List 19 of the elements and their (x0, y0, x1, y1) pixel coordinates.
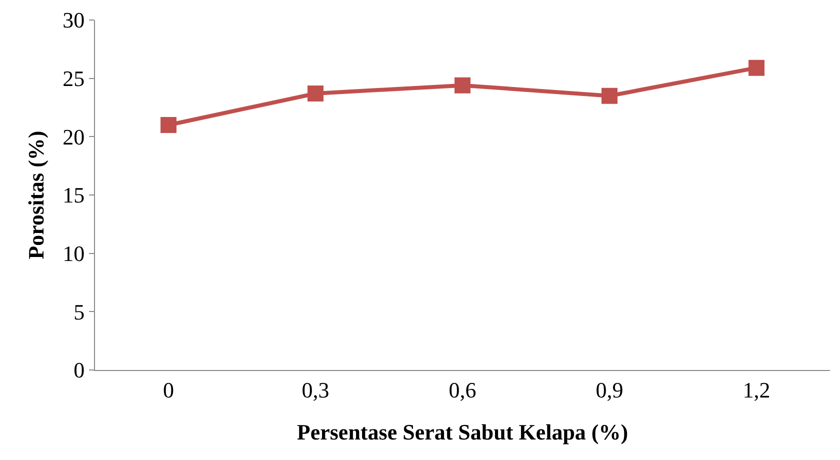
y-tick-label: 25 (62, 66, 85, 92)
point (454, 77, 470, 94)
point (308, 86, 324, 102)
point (748, 60, 764, 76)
y-tick-label: 30 (62, 8, 85, 33)
y-tick-label: 10 (62, 241, 85, 266)
x-tick-label: 0,3 (302, 377, 330, 402)
y-tick-label: 20 (62, 124, 85, 150)
y-axis-title: Porositas (%) (23, 130, 48, 260)
x-tick-label: 1,2 (742, 377, 770, 402)
x-axis-title: Persentase Serat Sabut Kelapa (%) (296, 419, 628, 444)
y-tick-label: 5 (74, 299, 85, 324)
x-tick-label: 0 (163, 377, 174, 402)
y-tick-label: 0 (74, 358, 85, 383)
y-tick-label: 15 (62, 182, 85, 208)
point (160, 117, 176, 133)
point (602, 88, 618, 104)
x-tick-label: 0,9 (596, 377, 624, 402)
x-tick-label: 0,6 (448, 377, 476, 402)
